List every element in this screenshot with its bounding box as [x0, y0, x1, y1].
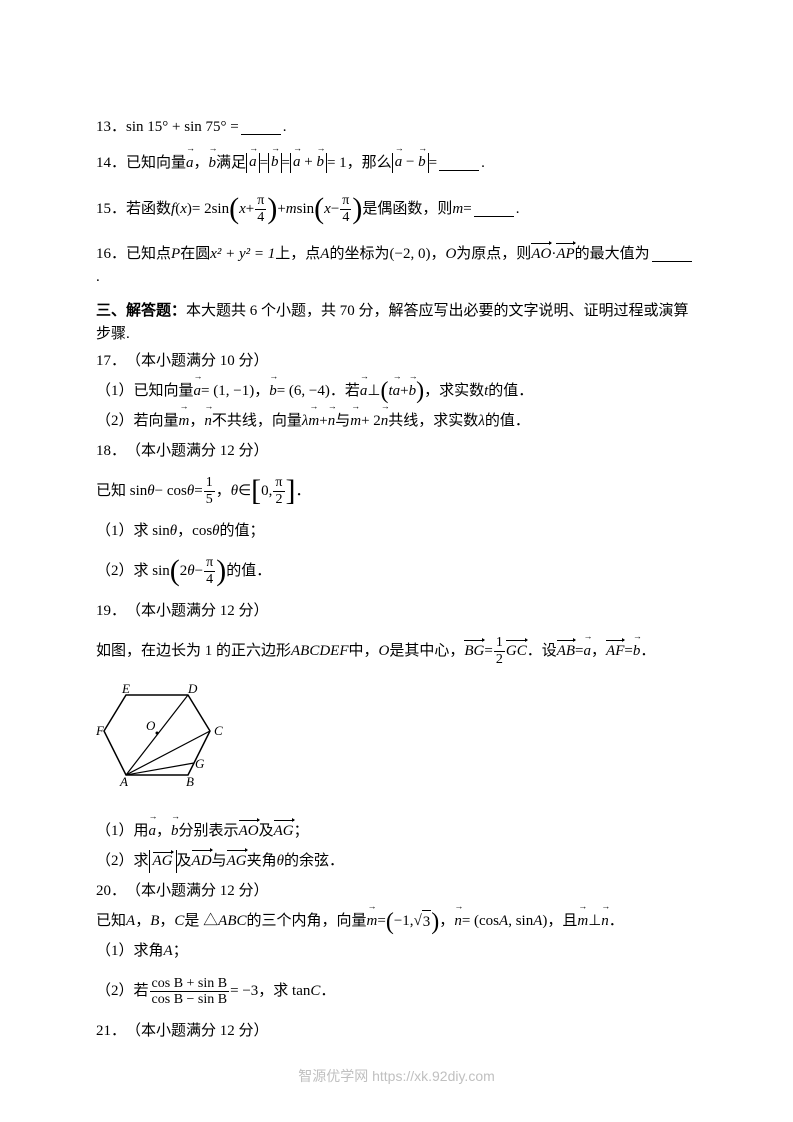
abs-aplusb: a + b: [290, 153, 327, 173]
q18-number: 18．: [96, 440, 126, 463]
frac-pi-4: π4: [204, 555, 215, 587]
q14-number: 14．: [96, 152, 126, 175]
q15-blank: [474, 201, 514, 217]
q13-expr: sin 15° + sin 75° =: [126, 116, 239, 139]
q14-eq2: =: [282, 152, 290, 175]
question-13: 13． sin 15° + sin 75° = .: [96, 115, 697, 139]
q15-t2: 是偶函数，则: [362, 198, 452, 221]
question-16: 16． 已知点 P 在圆 x² + y² = 1 上，点 A 的坐标为 (−2,…: [96, 243, 697, 288]
svg-text:G: G: [195, 756, 205, 771]
q16-number: 16．: [96, 243, 126, 266]
q15-eq: = 2sin: [192, 198, 229, 221]
hexagon-figure: E D F C A B O G: [96, 683, 697, 806]
question-14: 14． 已知向量 a ， b 满足 a = b = a + b = 1，那么 a…: [96, 151, 697, 175]
abs-AG: AG: [149, 850, 177, 874]
section-3-header: 三、解答题：本大题共 6 个小题，共 70 分，解答应写出必要的文字说明、证明过…: [96, 300, 697, 345]
frac-pi4-1: π4: [255, 193, 266, 225]
q19-number: 19．: [96, 600, 126, 623]
frac-cossin: cos B + sin B cos B − sin B: [150, 976, 230, 1008]
svg-text:F: F: [96, 723, 105, 738]
q13-period: .: [283, 116, 287, 139]
q14-t2: ，: [194, 152, 209, 175]
abs-a: a: [246, 153, 260, 173]
frac-pi4-2: π4: [340, 193, 351, 225]
q15-t1: 若函数: [126, 198, 171, 221]
frac-1-2: 12: [494, 635, 505, 667]
q15-number: 15．: [96, 198, 126, 221]
svg-text:C: C: [214, 723, 223, 738]
question-18: 18． （本小题满分 12 分） 已知 sin θ − cos θ = 15 ，…: [96, 439, 697, 593]
question-19: 19． （本小题满分 12 分） 如图，在边长为 1 的正六边形 ABCDEF …: [96, 599, 697, 874]
q14-eq1: =: [260, 152, 268, 175]
svg-text:B: B: [186, 774, 194, 789]
svg-text:A: A: [119, 774, 128, 789]
sqrt-3: 3: [414, 910, 432, 934]
abs-aminusb: a − b: [392, 153, 429, 173]
page-footer: 智源优学网 https://xk.92diy.com: [0, 1066, 793, 1087]
q14-t3: 满足: [216, 152, 246, 175]
q20-number: 20．: [96, 880, 126, 903]
svg-text:E: E: [121, 683, 130, 696]
vec-AP: AP: [556, 243, 574, 266]
frac-pi-2: π2: [273, 475, 284, 507]
q14-blank: [439, 155, 479, 171]
question-17: 17． （本小题满分 10 分） （1） 已知向量 a = (1, −1)， b…: [96, 349, 697, 433]
question-21: 21． （本小题满分 12 分）: [96, 1020, 697, 1044]
q14-t1: 已知向量: [126, 152, 186, 175]
q17-number: 17．: [96, 350, 126, 373]
vec-a: a: [186, 152, 194, 175]
svg-text:D: D: [187, 683, 198, 696]
q16-blank: [652, 246, 692, 262]
q14-period: .: [481, 152, 485, 175]
hexagon-svg: E D F C A B O G: [96, 683, 236, 798]
q13-number: 13．: [96, 116, 126, 139]
q21-number: 21．: [96, 1020, 126, 1043]
section-title: 三、解答题：: [96, 303, 186, 319]
q14-t6: = 1，那么: [327, 152, 392, 175]
question-15: 15． 若函数 f (x) = 2sin ( x + π4 ) + m sin …: [96, 187, 697, 231]
question-20: 20． （本小题满分 12 分） 已知 A ， B ， C 是 △ ABC 的三…: [96, 880, 697, 1014]
q13-blank: [241, 119, 281, 135]
abs-b: b: [268, 153, 282, 173]
frac-1-5: 15: [204, 475, 215, 507]
vec-AO: AO: [531, 243, 551, 266]
q14-eq3: =: [429, 152, 437, 175]
vec-b: b: [209, 152, 217, 175]
svg-text:O: O: [146, 718, 156, 733]
